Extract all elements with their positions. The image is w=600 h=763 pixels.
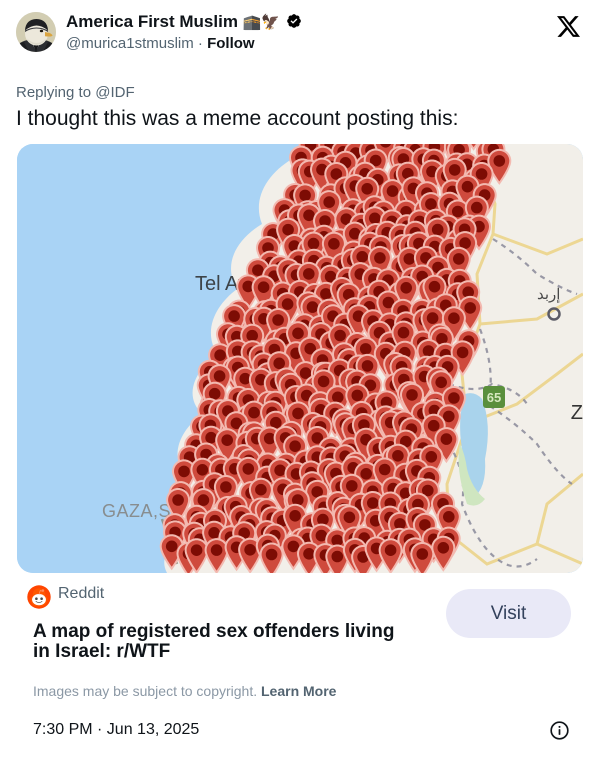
svg-text:65: 65 xyxy=(487,390,501,405)
svg-text:GAZA,S: GAZA,S xyxy=(102,501,171,521)
svg-text:Z: Z xyxy=(571,402,583,424)
svg-text:إربد: إربد xyxy=(537,286,560,303)
